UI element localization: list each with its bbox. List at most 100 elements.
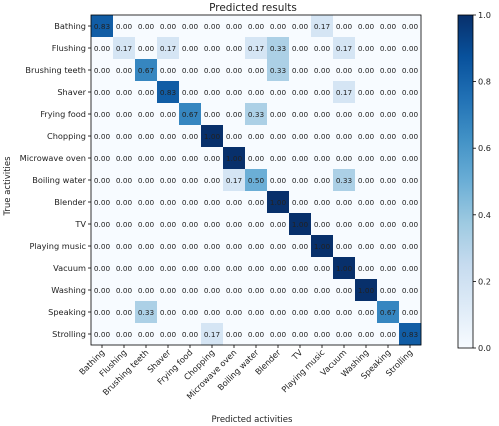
y-tick-labels: Bathing Flushing Brushing teeth Shaver Fryin…: [20, 21, 91, 339]
heatmap-cell: [333, 169, 356, 192]
heatmap-cell: [311, 59, 334, 82]
heatmap-cell: [289, 125, 312, 148]
cell-value-label: 1.00: [314, 242, 331, 251]
cell-value-label: 0.00: [204, 66, 221, 75]
heatmap-cell: [179, 169, 202, 192]
heatmap-cell: [333, 81, 356, 104]
cell-value-label: 0.50: [248, 176, 265, 185]
cell-value-label: 0.33: [336, 176, 353, 185]
heatmap-cell: [311, 257, 334, 280]
heatmap-cell: [113, 59, 136, 82]
heatmap-cell: [91, 81, 114, 104]
heatmap-cell: [333, 301, 356, 324]
heatmap-cell: [223, 81, 246, 104]
cell-value-label: 0.00: [160, 242, 177, 251]
cell-value-label: 0.00: [292, 308, 309, 317]
heatmap-cell: [377, 301, 400, 324]
cell-value-label: 0.00: [226, 88, 243, 97]
cell-value-label: 0.00: [204, 242, 221, 251]
cell-value-label: 0.67: [380, 308, 397, 317]
cell-value-label: 0.00: [94, 132, 111, 141]
heatmap-cell: [113, 37, 136, 60]
y-tick-label: Bathing: [54, 21, 86, 31]
cell-value-label: 0.00: [94, 44, 111, 53]
heatmap-cell: [289, 257, 312, 280]
heatmap-cell: [245, 103, 268, 126]
cell-value-label: 0.00: [138, 198, 155, 207]
heatmap-cell: [267, 191, 290, 214]
cell-value-label: 0.00: [160, 176, 177, 185]
heatmap-cell: [91, 147, 114, 170]
cell-value-label: 0.00: [292, 44, 309, 53]
cell-value-label: 0.00: [314, 44, 331, 53]
y-tick-label: Playing music: [29, 241, 86, 251]
cell-value-label: 0.00: [182, 88, 199, 97]
cell-value-label: 0.00: [94, 330, 111, 339]
cell-value-label: 0.00: [182, 242, 199, 251]
heatmap-cell: [135, 213, 158, 236]
cell-value-label: 0.00: [226, 22, 243, 31]
cell-value-label: 0.00: [336, 198, 353, 207]
cell-value-label: 0.00: [182, 198, 199, 207]
cell-value-label: 0.00: [380, 44, 397, 53]
cell-value-label: 0.00: [226, 286, 243, 295]
cell-value-label: 0.00: [160, 198, 177, 207]
cell-value-label: 1.00: [336, 264, 353, 273]
cell-value-label: 0.00: [270, 154, 287, 163]
cell-value-label: 0.00: [292, 198, 309, 207]
heatmap-cell: [289, 59, 312, 82]
heatmap-cell: [267, 213, 290, 236]
heatmap-cell: [245, 323, 268, 346]
heatmap-cell: [113, 125, 136, 148]
heatmap-cell: [311, 213, 334, 236]
cell-value-label: 0.00: [314, 220, 331, 229]
cell-value-label: 0.00: [358, 44, 375, 53]
heatmap-cell: [113, 279, 136, 302]
cell-value-label: 0.00: [226, 242, 243, 251]
cell-value-label: 0.33: [138, 308, 155, 317]
heatmap-cell: [355, 279, 378, 302]
cell-value-label: 0.00: [270, 264, 287, 273]
heatmap-cell: [333, 257, 356, 280]
heatmap-cell: [179, 191, 202, 214]
cell-value-label: 0.00: [248, 242, 265, 251]
heatmap-cell: [91, 169, 114, 192]
cell-value-label: 0.00: [380, 220, 397, 229]
cell-value-label: 0.00: [380, 132, 397, 141]
heatmap-cell: [377, 235, 400, 258]
heatmap-cell: [377, 323, 400, 346]
heatmap-cell: [399, 147, 422, 170]
cell-value-label: 0.00: [380, 66, 397, 75]
y-tick-label: TV: [74, 219, 86, 229]
cell-value-label: 1.00: [204, 132, 221, 141]
cell-value-label: 0.00: [226, 110, 243, 119]
cell-value-label: 0.00: [204, 22, 221, 31]
cell-value-label: 0.00: [358, 154, 375, 163]
heatmap-cell: [179, 59, 202, 82]
heatmap-cell: [333, 103, 356, 126]
cell-value-label: 0.33: [248, 110, 265, 119]
heatmap-cell: [333, 147, 356, 170]
cell-value-label: 0.00: [336, 132, 353, 141]
cell-value-label: 0.00: [314, 330, 331, 339]
cell-value-label: 0.00: [380, 286, 397, 295]
cell-value-label: 0.00: [358, 198, 375, 207]
y-tick-label: Washing: [51, 285, 86, 295]
cell-value-label: 0.00: [226, 44, 243, 53]
heatmap-cell: [399, 213, 422, 236]
cell-value-label: 0.00: [160, 330, 177, 339]
heatmap-cell: [377, 279, 400, 302]
cell-value-label: 0.00: [204, 44, 221, 53]
cell-value-label: 0.00: [358, 66, 375, 75]
cell-value-label: 0.00: [270, 110, 287, 119]
heatmap-cell: [267, 235, 290, 258]
heatmap-cell: [113, 323, 136, 346]
heatmap-cell: [223, 59, 246, 82]
heatmap-cell: [157, 147, 180, 170]
heatmap-cell: [223, 147, 246, 170]
cell-value-label: 0.00: [94, 66, 111, 75]
cell-value-label: 0.00: [380, 22, 397, 31]
heatmap-cell: [355, 323, 378, 346]
cell-value-label: 0.00: [270, 88, 287, 97]
